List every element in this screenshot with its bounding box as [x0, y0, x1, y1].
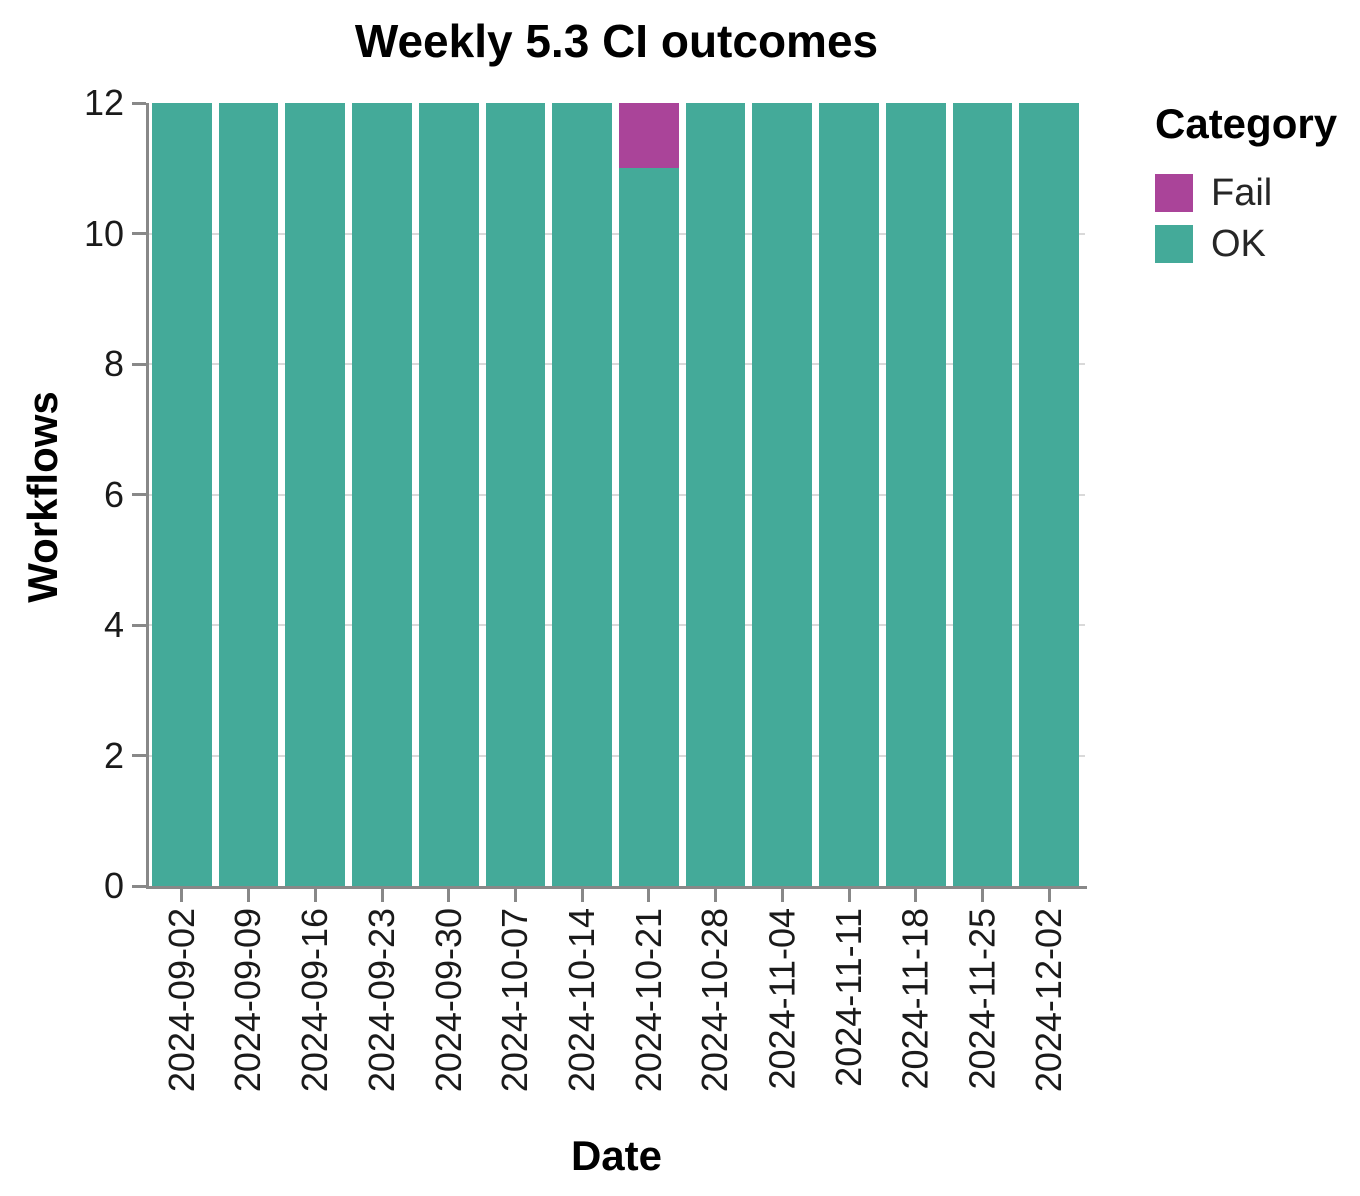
legend-swatch-ok-icon [1155, 225, 1193, 263]
y-tick-mark [132, 101, 146, 105]
bar-segment-ok [685, 103, 746, 886]
x-tick-label-text: 2024-10-28 [694, 908, 736, 1093]
x-tick-mark [580, 889, 584, 902]
bar-segment-ok [152, 103, 212, 886]
x-tick-mark [513, 889, 517, 902]
bar-2024-10-21 [619, 103, 679, 886]
y-axis-domain-line [146, 103, 149, 888]
y-tick-label: 10 [83, 212, 124, 254]
y-tick-mark [132, 884, 146, 888]
x-tick-mark [647, 889, 651, 902]
legend-label-ok: OK [1211, 223, 1266, 265]
legend-entry-ok: OK [1155, 225, 1337, 263]
x-tick-label-text: 2024-09-30 [427, 908, 469, 1093]
x-tick-mark [380, 889, 384, 902]
legend-label-fail: Fail [1211, 172, 1273, 214]
x-tick-mark [1047, 889, 1051, 902]
y-tick-mark [132, 362, 146, 366]
bar-segment-fail [619, 103, 679, 169]
chart-title: Weekly 5.3 CI outcomes [354, 15, 879, 67]
gridline [148, 363, 1085, 365]
legend-title: Category [1155, 100, 1338, 147]
x-tick-mark [780, 889, 784, 902]
x-axis-title: Date [570, 1132, 663, 1179]
x-tick-mark [247, 889, 251, 902]
bar-2024-10-14 [552, 103, 613, 886]
gridline [148, 624, 1085, 626]
x-tick-mark [714, 889, 718, 902]
bar-segment-ok [552, 103, 613, 886]
x-tick-label-text: 2024-10-14 [561, 908, 603, 1093]
bar-segment-ok [1019, 103, 1080, 886]
y-tick-mark [132, 754, 146, 757]
gridline [148, 754, 1085, 757]
y-tick-label: 4 [103, 604, 124, 645]
x-tick-mark [980, 889, 984, 902]
y-tick-label: 0 [103, 865, 124, 906]
y-tick-mark [132, 232, 146, 235]
legend-swatch-fail-icon [1155, 174, 1193, 212]
y-tick-label: 2 [103, 734, 124, 776]
x-tick-label-text: 2024-11-11 [828, 908, 869, 1087]
x-tick-label-text: 2024-09-09 [227, 908, 269, 1093]
bar-2024-09-16 [285, 103, 346, 886]
bar-2024-12-02 [1019, 103, 1080, 886]
bar-2024-10-28 [685, 103, 746, 886]
x-tick-label-text: 2024-09-23 [361, 908, 402, 1093]
bar-2024-11-11 [819, 103, 879, 886]
plot-area [148, 103, 1085, 886]
x-tick-mark [447, 889, 451, 902]
bar-2024-11-25 [952, 103, 1013, 886]
x-tick-label-text: 2024-10-21 [627, 908, 669, 1093]
x-tick-label-text: 2024-09-16 [294, 908, 336, 1093]
legend-entry-fail: Fail [1155, 174, 1337, 212]
bar-2024-10-07 [485, 103, 546, 886]
bar-2024-09-09 [218, 103, 279, 886]
bar-2024-11-04 [752, 103, 813, 886]
bar-segment-ok [952, 103, 1013, 886]
x-tick-label-text: 2024-11-04 [761, 908, 803, 1090]
x-tick-mark [180, 889, 184, 902]
bar-2024-09-02 [152, 103, 212, 886]
x-axis-domain-line [146, 886, 1087, 889]
bar-segment-ok [418, 103, 479, 886]
x-tick-mark [914, 889, 918, 902]
y-tick-mark [132, 493, 146, 496]
bar-segment-ok [352, 103, 412, 886]
bar-2024-09-30 [418, 103, 479, 886]
bar-segment-ok [485, 103, 546, 886]
x-tick-label-text: 2024-09-02 [160, 908, 202, 1093]
bar-segment-ok [619, 168, 679, 886]
bar-segment-ok [285, 103, 346, 886]
gridline [148, 232, 1085, 235]
x-tick-label-text: 2024-11-18 [894, 908, 936, 1090]
y-tick-label: 6 [103, 473, 124, 515]
bar-segment-ok [819, 103, 879, 886]
x-tick-label-text: 2024-12-02 [1028, 908, 1070, 1093]
x-tick-label-text: 2024-10-07 [494, 908, 536, 1093]
bar-segment-ok [752, 103, 813, 886]
y-tick-label: 12 [83, 82, 124, 123]
bar-group [148, 103, 1085, 886]
y-tick-label: 8 [103, 343, 124, 384]
bar-2024-11-18 [885, 103, 946, 886]
bar-segment-ok [218, 103, 279, 886]
x-tick-mark [847, 889, 851, 902]
y-tick-mark [132, 623, 146, 627]
legend: Category Fail OK [1155, 100, 1337, 276]
x-tick-label-text: 2024-11-25 [961, 908, 1003, 1090]
bar-segment-ok [885, 103, 946, 886]
x-tick-mark [313, 889, 317, 902]
gridline [148, 493, 1085, 496]
bar-2024-09-23 [352, 103, 412, 886]
